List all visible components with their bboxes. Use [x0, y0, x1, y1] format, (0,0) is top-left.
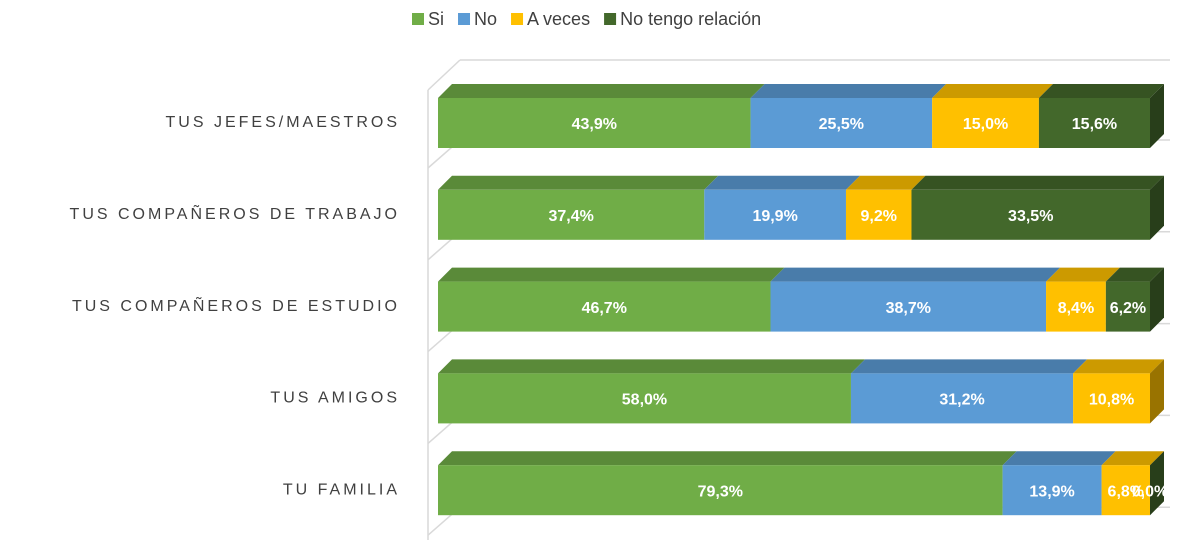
data-label: 9,2% — [860, 208, 896, 225]
data-label: 31,2% — [939, 392, 984, 409]
category-label: TUS COMPAÑEROS DE ESTUDIO — [72, 295, 400, 315]
bar-segment — [1101, 451, 1164, 516]
bar-segment — [850, 359, 1088, 424]
bar-segment — [438, 359, 865, 424]
bar-segment — [438, 175, 719, 240]
data-label: 0,0% — [1132, 483, 1168, 500]
data-label: 37,4% — [548, 208, 593, 225]
data-label: 10,8% — [1089, 392, 1134, 409]
bar-front — [438, 281, 771, 332]
bar-top — [850, 359, 1088, 374]
bar-segment — [1073, 359, 1164, 424]
bar-segment — [932, 84, 1053, 148]
bar-front — [438, 465, 1003, 516]
bar-top — [750, 84, 947, 98]
bar-top — [438, 175, 719, 190]
legend-label: No tengo relación — [620, 9, 761, 29]
data-label: 6,8% — [1108, 483, 1144, 500]
bar-front — [1002, 465, 1102, 516]
bar-front — [438, 189, 705, 240]
bar-top — [1046, 267, 1120, 282]
bar-front — [1038, 98, 1150, 148]
data-label: 33,5% — [1008, 208, 1053, 225]
bar-side — [1150, 451, 1164, 516]
bar-segment — [704, 175, 860, 240]
data-label: 8,4% — [1058, 300, 1094, 317]
bar-front — [770, 281, 1047, 332]
bar-front — [750, 98, 933, 148]
data-label: 19,9% — [752, 208, 797, 225]
bar-segment — [1105, 267, 1164, 332]
bar-top — [438, 84, 765, 98]
bar-front — [1073, 373, 1150, 424]
bar-top — [770, 267, 1061, 282]
bar-front — [1101, 465, 1150, 516]
bar-side — [1150, 267, 1164, 332]
legend-label: A veces — [527, 9, 590, 29]
data-label: 58,0% — [622, 392, 667, 409]
bar-front — [845, 189, 912, 240]
bar-top — [932, 84, 1053, 98]
bar-top — [911, 175, 1164, 190]
bar-front — [1046, 281, 1106, 332]
category-label: TUS AMIGOS — [270, 390, 400, 407]
data-label: 13,9% — [1029, 483, 1074, 500]
bar-segment — [438, 451, 1017, 516]
bar-top — [1101, 451, 1164, 466]
bar-front — [438, 373, 851, 424]
bar-segment — [438, 84, 765, 148]
legend-swatch — [412, 13, 424, 25]
data-label: 15,6% — [1072, 116, 1117, 133]
legend-label: No — [474, 9, 497, 29]
bar-top — [438, 451, 1017, 466]
data-label: 46,7% — [582, 300, 627, 317]
bar-front — [932, 98, 1039, 148]
bar-side — [1150, 84, 1164, 148]
bar-front — [911, 189, 1150, 240]
legend-swatch — [604, 13, 617, 25]
wall — [427, 59, 1170, 540]
category-label: TUS JEFES/MAESTROS — [166, 114, 400, 131]
bar-top — [1038, 84, 1164, 98]
bar-top — [845, 175, 926, 190]
bar-segment — [845, 175, 926, 240]
bar-segment — [1046, 267, 1120, 332]
data-label: 38,7% — [886, 300, 931, 317]
legend-swatch — [458, 13, 471, 25]
bar-segment — [911, 175, 1164, 240]
bar-segment — [1002, 451, 1116, 516]
bar-top — [1002, 451, 1116, 466]
data-label: 25,5% — [819, 116, 864, 133]
category-label: TUS COMPAÑEROS DE TRABAJO — [70, 203, 400, 223]
bar-front — [438, 98, 751, 148]
data-label: 79,3% — [698, 483, 743, 500]
bar-segment — [750, 84, 947, 148]
bar-top — [1105, 267, 1164, 282]
data-label: 15,0% — [963, 116, 1008, 133]
legend-swatch — [511, 13, 524, 25]
bar-top — [438, 359, 865, 374]
bar-top — [704, 175, 860, 190]
data-label: 6,2% — [1110, 300, 1146, 317]
bar-segment — [438, 267, 785, 332]
bar-top — [438, 267, 785, 282]
bar-segment — [770, 267, 1061, 332]
bar-front — [1105, 281, 1150, 332]
bar-side — [1150, 359, 1164, 424]
bar-front — [850, 373, 1074, 424]
bar-top — [1073, 359, 1164, 374]
data-label: 43,9% — [572, 116, 617, 133]
category-label: TU FAMILIA — [283, 481, 400, 498]
bar-side — [1150, 175, 1164, 240]
bar-front — [704, 189, 846, 240]
legend-label: Si — [428, 9, 444, 29]
bar-segment — [1038, 84, 1164, 148]
